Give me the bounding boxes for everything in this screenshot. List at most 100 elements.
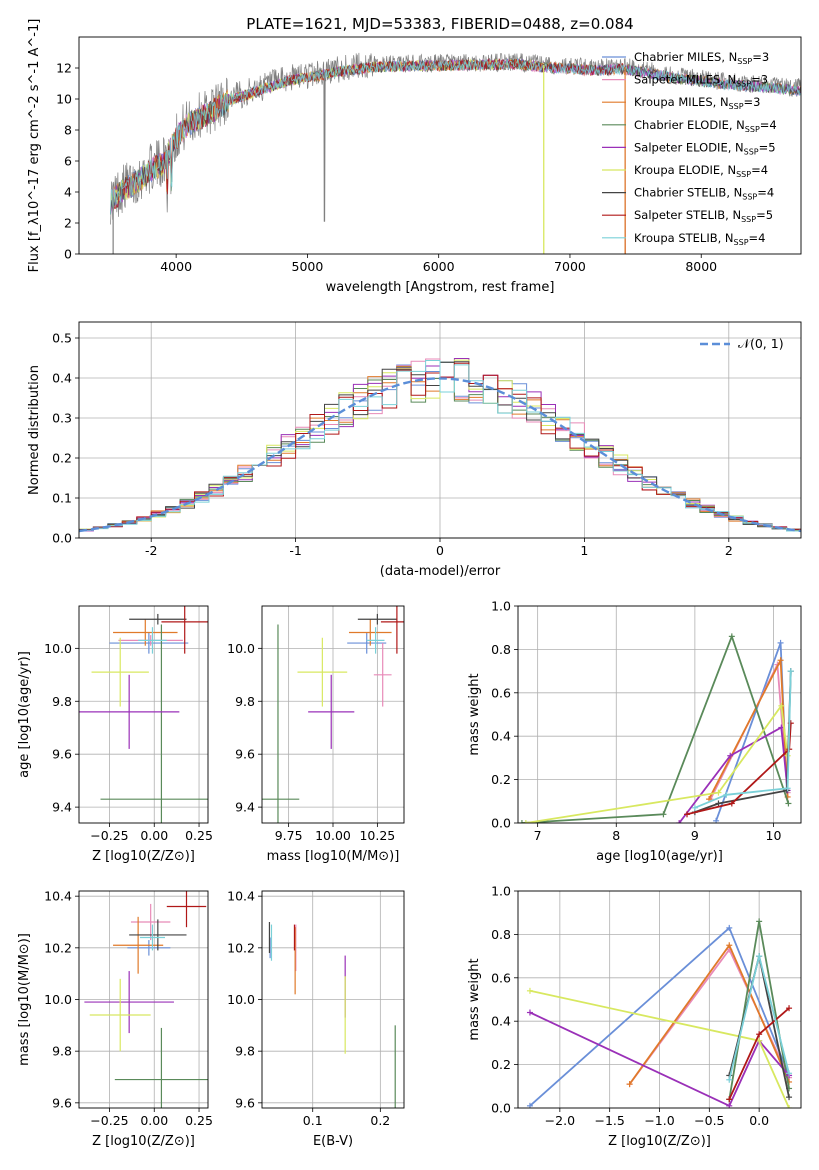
plot-area <box>84 891 208 1108</box>
figure-title: PLATE=1621, MJD=53383, FIBERID=0488, z=0… <box>246 15 633 33</box>
y-tick-label: 0.4 <box>491 729 511 744</box>
panel-spectrum: 4000 5000 6000 7000 8000 0 2 4 6 8 10 12 wavelength … <box>27 19 802 295</box>
x-tick-label: 10.25 <box>359 828 395 843</box>
axes-frame <box>78 36 802 255</box>
y-tick-label: 0.6 <box>491 970 511 985</box>
y-tick-label: 8 <box>64 123 72 138</box>
y-tick-label: 0.2 <box>491 1057 511 1072</box>
panel-mass_vs_ebv: 0.1 0.2 9.6 9.8 10.0 10.2 10.4 E(B-V) <box>227 889 405 1149</box>
x-tick-label: 6000 <box>423 259 455 274</box>
legend-entry: Salpeter MILES, NSSP=3 <box>634 73 768 89</box>
x-tick-label: 9.75 <box>275 828 303 843</box>
x-tick-label: 5000 <box>292 259 324 274</box>
y-tick-label: 9.8 <box>52 1044 72 1059</box>
y-tick-label: 9.8 <box>52 694 72 709</box>
y-tick-label: 0.6 <box>491 685 511 700</box>
x-axis-label: (data-model)/error <box>380 564 501 579</box>
y-tick-label: 0.0 <box>491 1101 511 1116</box>
y-tick-label: 10.0 <box>44 992 72 1007</box>
x-tick-label: 0.25 <box>185 828 213 843</box>
y-tick-label: 10.0 <box>227 641 255 656</box>
panel-residuals: -2 -1 0 1 2 0.0 0.1 0.2 0.3 0.4 0.5 (data-model)/er… <box>27 321 802 579</box>
y-tick-label: 10.2 <box>227 940 255 955</box>
plot-area <box>518 633 794 823</box>
panel-weight_vs_age: 7 8 9 10 0.0 0.2 0.4 0.6 0.8 1.0 age [log10(age/yr… <box>467 599 802 864</box>
y-tick-label: 9.6 <box>235 747 255 762</box>
y-tick-label: 6 <box>64 154 72 169</box>
model-spectrum-chabrier-elodie <box>110 58 801 215</box>
y-tick-label: 1.0 <box>491 599 511 614</box>
x-tick-label: 0.00 <box>140 1113 168 1128</box>
x-axis-label: Z [log10(Z/Z⊙)] <box>92 1134 195 1149</box>
axes-frame <box>78 321 802 539</box>
y-tick-label: 0.3 <box>52 411 72 426</box>
y-tick-label: 12 <box>56 61 72 76</box>
legend: Chabrier MILES, NSSP=3 Salpeter MILES, NS… <box>602 50 777 247</box>
plot-area <box>79 606 208 823</box>
x-tick-label: −0.5 <box>694 1113 724 1128</box>
x-axis-label: age [log10(age/yr)] <box>596 849 723 864</box>
histogram-kroupa-stelib <box>79 360 801 534</box>
x-tick-label: 9 <box>691 828 699 843</box>
y-axis-label: age [log10(age/yr)] <box>17 651 32 778</box>
x-tick-label: 2 <box>725 543 733 558</box>
y-tick-label: 4 <box>64 185 72 200</box>
x-tick-label: 10 <box>766 828 782 843</box>
y-tick-label: 10.0 <box>227 992 255 1007</box>
y-tick-label: 9.8 <box>235 694 255 709</box>
y-tick-label: 10.2 <box>44 940 72 955</box>
panel-age_vs_mass: 9.75 10.00 10.25 9.4 9.6 9.8 10.0 mass [log10(M… <box>227 605 405 864</box>
y-tick-label: 9.4 <box>235 800 255 815</box>
y-tick-label: 10.4 <box>44 889 72 904</box>
y-tick-label: 0.0 <box>491 816 511 831</box>
y-tick-label: 9.6 <box>235 1095 255 1110</box>
y-tick-label: 9.6 <box>52 1095 72 1110</box>
y-tick-label: 10.0 <box>44 641 72 656</box>
y-tick-label: 10.4 <box>227 889 255 904</box>
legend-entry: Chabrier MILES, NSSP=3 <box>634 50 769 66</box>
y-tick-label: 9.8 <box>235 1044 255 1059</box>
legend-entry: Salpeter STELIB, NSSP=5 <box>634 208 773 224</box>
weight-line-salpeter-elodie <box>529 1011 790 1107</box>
axes-frame <box>517 605 802 824</box>
x-axis-label: mass [log10(M/M⊙)] <box>267 849 400 864</box>
legend-entry: Chabrier ELODIE, NSSP=4 <box>634 118 777 134</box>
panel-weight_vs_Z: −2.0 −1.5 −1.0 −0.5 0.0 0.0 0.2 0.4 0.6 0.8 1.0 Z [… <box>467 884 802 1149</box>
y-axis-label: mass [log10(M/M⊙)] <box>17 933 32 1066</box>
axes-frame <box>78 890 209 1109</box>
legend-entry: 𝒩(0, 1) <box>738 336 784 351</box>
y-tick-label: 0.2 <box>52 451 72 466</box>
x-tick-label: -2 <box>145 543 157 558</box>
x-tick-label: -1 <box>289 543 301 558</box>
legend-entry: Chabrier STELIB, NSSP=4 <box>634 186 774 202</box>
y-axis-label: Flux [f_λ10^-17 erg cm^-2 s^-1 A^-1] <box>27 19 42 273</box>
plot-area <box>79 358 801 534</box>
x-tick-label: 10.00 <box>315 828 351 843</box>
x-axis-label: E(B-V) <box>313 1134 353 1149</box>
y-tick-label: 0.4 <box>52 371 72 386</box>
x-tick-label: −1.5 <box>594 1113 624 1128</box>
model-spectrum-salpeter-stelib <box>112 57 626 254</box>
panel-mass_vs_Z: −0.25 0.00 0.25 9.6 9.8 10.0 10.2 10.4 Z [log10(… <box>17 889 213 1149</box>
axes-frame <box>517 890 802 1109</box>
grid <box>262 606 404 823</box>
legend-entry: Kroupa MILES, NSSP=3 <box>634 95 760 111</box>
weight-line-chabrier-stelib <box>694 671 792 813</box>
legend-entry: Kroupa ELODIE, NSSP=4 <box>634 163 768 179</box>
y-tick-label: 1.0 <box>491 884 511 899</box>
x-tick-label: −0.25 <box>90 828 128 843</box>
y-tick-label: 0.5 <box>52 331 72 346</box>
y-tick-label: 0.2 <box>491 772 511 787</box>
grid <box>79 606 208 823</box>
x-tick-label: 4000 <box>160 259 192 274</box>
model-spectrum-kroupa-stelib <box>110 57 801 215</box>
y-tick-label: 0.8 <box>491 642 511 657</box>
x-axis-label: Z [log10(Z/Z⊙)] <box>608 1134 711 1149</box>
x-tick-label: 0.00 <box>140 828 168 843</box>
x-axis-label: Z [log10(Z/Z⊙)] <box>92 849 195 864</box>
weight-line-kroupa-stelib <box>694 671 792 809</box>
plot-area <box>110 52 801 254</box>
x-tick-label: 1 <box>580 543 588 558</box>
x-tick-label: 7 <box>534 828 542 843</box>
axes-frame <box>78 605 209 824</box>
